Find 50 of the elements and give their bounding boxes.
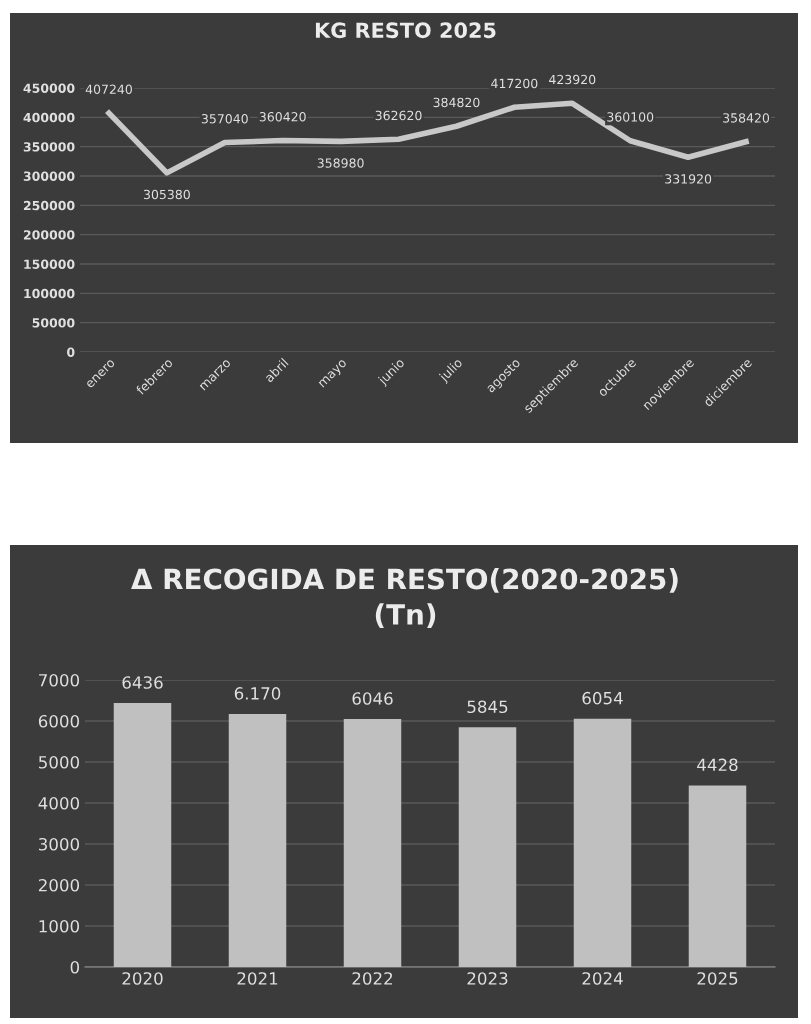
- bar: [458, 727, 517, 967]
- data-label: 358420: [723, 113, 770, 123]
- data-label: 417200: [491, 78, 538, 89]
- data-label: 6054: [582, 691, 623, 705]
- y-tick-label: 450000: [23, 83, 75, 93]
- x-tick-label: 2024: [582, 972, 623, 985]
- data-label: 423920: [549, 74, 596, 85]
- y-tick-label: 150000: [24, 259, 75, 269]
- chart-title: Δ RECOGIDA DE RESTO(2020-2025) (Tn): [131, 568, 678, 629]
- y-tick-label: 6000: [38, 714, 80, 728]
- bar: [228, 714, 287, 967]
- y-tick-label: 350000: [23, 142, 75, 152]
- data-label: 4428: [697, 758, 738, 772]
- y-tick-label: 1000: [39, 919, 80, 933]
- x-tick-label: 2021: [237, 972, 278, 985]
- data-label: 360100: [607, 112, 654, 122]
- data-label: 6.170: [234, 687, 281, 700]
- data-label: 360420: [259, 112, 306, 122]
- data-label: 407240: [85, 84, 132, 94]
- data-label: 5845: [467, 700, 508, 714]
- y-tick-label: 250000: [23, 200, 75, 211]
- y-tick-label: 300000: [23, 171, 75, 181]
- data-label: 362620: [375, 110, 422, 121]
- bar: [573, 718, 632, 967]
- y-tick-label: 0: [70, 960, 80, 974]
- data-label: 6436: [122, 676, 163, 689]
- y-tick-label: 100000: [24, 288, 75, 299]
- x-tick-label: 2020: [122, 972, 163, 985]
- data-label: 357040: [201, 113, 248, 124]
- x-tick-label: 2022: [352, 972, 393, 985]
- data-label: 331920: [665, 174, 712, 184]
- bar: [343, 719, 402, 967]
- y-tick-label: 400000: [23, 112, 75, 123]
- chart-title: KG RESTO 2025: [315, 22, 496, 39]
- y-tick-label: 200000: [23, 230, 75, 240]
- y-tick-label: 4000: [38, 796, 80, 810]
- data-label: 305380: [143, 189, 190, 200]
- y-tick-label: 5000: [39, 755, 80, 769]
- x-tick-label: 2025: [697, 972, 738, 985]
- y-tick-label: 3000: [38, 837, 80, 851]
- y-tick-label: 2000: [38, 878, 80, 892]
- y-tick-label: 0: [67, 347, 75, 357]
- bar: [688, 785, 747, 967]
- y-tick-label: 7000: [39, 673, 80, 687]
- data-label: 384820: [433, 97, 480, 108]
- data-label: 6046: [352, 692, 393, 705]
- data-label: 358980: [317, 158, 364, 168]
- y-tick-label: 50000: [32, 318, 75, 328]
- bar: [113, 703, 172, 967]
- x-tick-label: 2023: [467, 972, 508, 985]
